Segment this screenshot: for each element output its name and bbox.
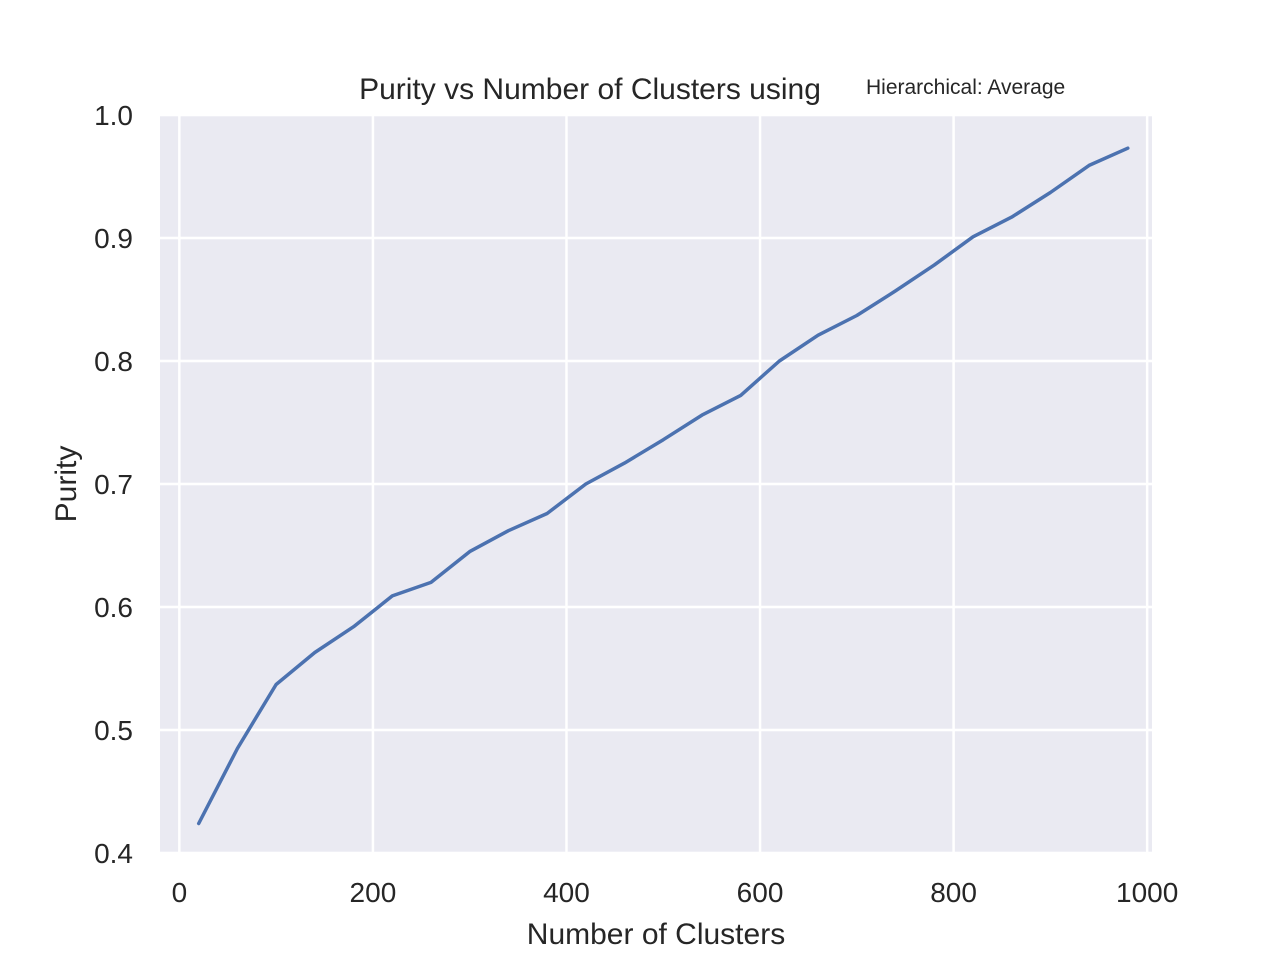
chart-title: Purity vs Number of Clusters using — [359, 73, 821, 106]
y-tick-label: 0.6 — [94, 592, 133, 623]
grid-lines — [160, 113, 1152, 855]
y-axis-label: Purity — [50, 446, 83, 523]
y-tick-label: 0.4 — [94, 838, 133, 869]
x-tick-label: 0 — [172, 877, 188, 908]
chart-title-suffix: Hierarchical: Average — [866, 76, 1065, 99]
y-axis-ticks: 0.4 0.5 0.6 0.7 0.8 0.9 1.0 — [94, 100, 133, 869]
x-axis-label: Number of Clusters — [527, 918, 785, 951]
y-tick-label: 1.0 — [94, 100, 133, 131]
x-axis-ticks: 0 200 400 600 800 1000 — [172, 877, 1179, 908]
y-tick-label: 0.9 — [94, 223, 133, 254]
series-layer — [196, 146, 1130, 826]
x-tick-label: 400 — [543, 877, 590, 908]
y-tick-label: 0.8 — [94, 346, 133, 377]
x-tick-label: 1000 — [1116, 877, 1178, 908]
y-tick-label: 0.5 — [94, 715, 133, 746]
x-tick-label: 200 — [350, 877, 397, 908]
series-line — [196, 146, 1130, 826]
y-tick-label: 0.7 — [94, 469, 133, 500]
x-tick-label: 800 — [930, 877, 977, 908]
x-tick-label: 600 — [737, 877, 784, 908]
